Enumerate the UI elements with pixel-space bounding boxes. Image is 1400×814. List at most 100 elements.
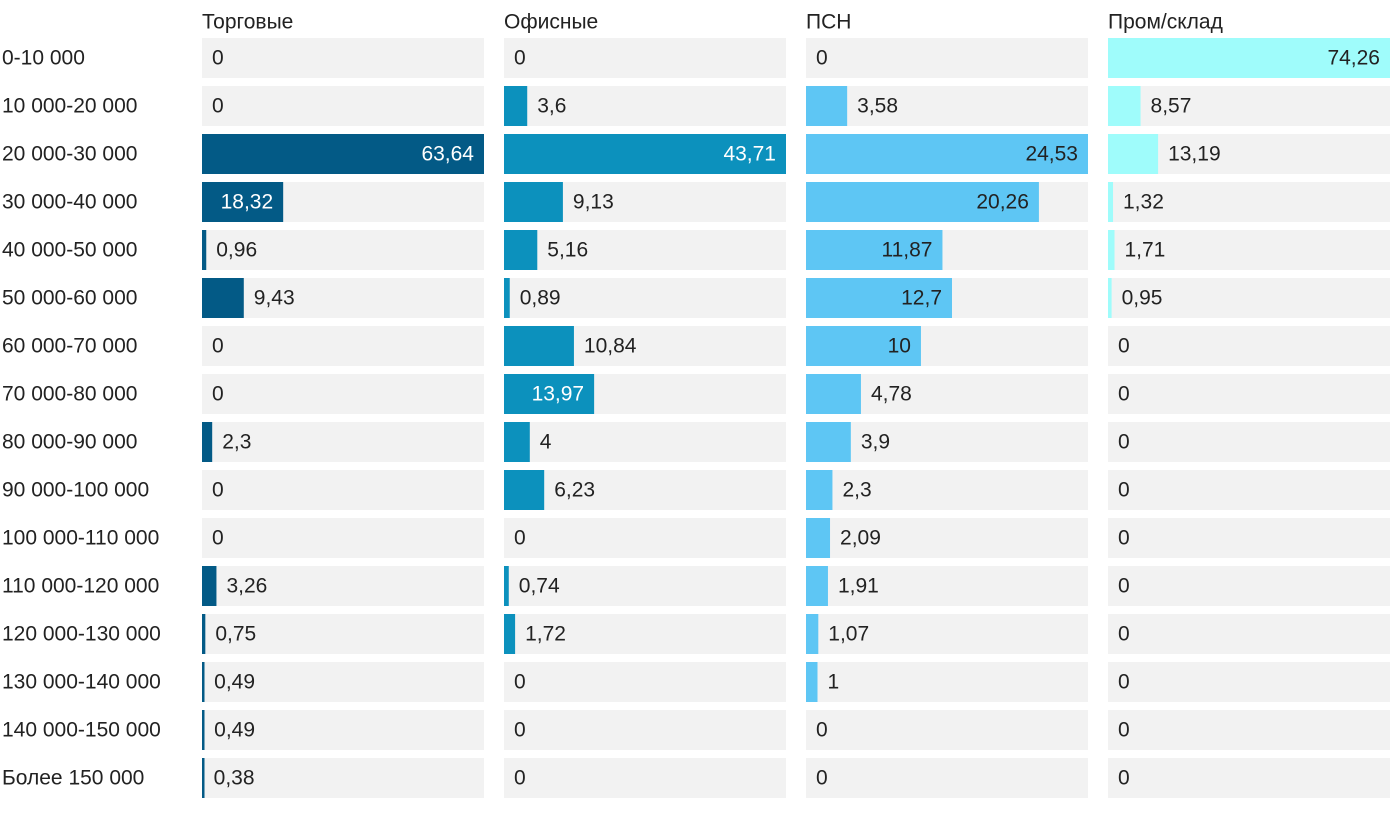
- bar-track: [202, 422, 484, 462]
- bar-track: [806, 38, 1088, 78]
- data-label: 0,96: [216, 239, 257, 262]
- bar-track: [202, 710, 484, 750]
- bar: [504, 278, 510, 318]
- data-label: 1,91: [838, 575, 879, 598]
- bar: [504, 182, 563, 222]
- bar-track: [1108, 662, 1390, 702]
- category-label: 60 000-70 000: [2, 335, 137, 358]
- bar-track: [504, 710, 786, 750]
- data-label: 0,49: [214, 671, 255, 694]
- bar-track: [202, 86, 484, 126]
- bar-track: [806, 566, 1088, 606]
- bar-track: [504, 614, 786, 654]
- data-label: 3,58: [857, 95, 898, 118]
- bar-track: [806, 86, 1088, 126]
- data-label: 1,72: [525, 623, 566, 646]
- bar: [202, 758, 205, 798]
- data-label: 0: [1118, 527, 1130, 550]
- bar-track: [504, 662, 786, 702]
- category-label: 50 000-60 000: [2, 287, 137, 310]
- bar: [806, 134, 1088, 174]
- bar: [806, 470, 833, 510]
- data-label: 0: [212, 335, 224, 358]
- data-label: 0: [816, 767, 828, 790]
- bar-track: [504, 470, 786, 510]
- data-label: 0: [514, 671, 526, 694]
- data-label: 43,71: [723, 143, 776, 166]
- category-label: 100 000-110 000: [2, 527, 159, 550]
- bar-track: [1108, 566, 1390, 606]
- bar: [202, 662, 205, 702]
- category-label: 70 000-80 000: [2, 383, 137, 406]
- bar-track: [504, 758, 786, 798]
- data-label: 4,78: [871, 383, 912, 406]
- bar: [202, 710, 205, 750]
- bar-track: [1108, 518, 1390, 558]
- data-label: 0: [1118, 623, 1130, 646]
- bar-track: [1108, 278, 1390, 318]
- data-label: 6,23: [554, 479, 595, 502]
- bar-track: [202, 374, 484, 414]
- data-label: 18,32: [221, 191, 274, 214]
- bar-track: [806, 614, 1088, 654]
- bar: [504, 86, 528, 126]
- data-label: 0,75: [215, 623, 256, 646]
- bar-track: [1108, 326, 1390, 366]
- bar: [504, 134, 786, 174]
- data-label: 0: [212, 47, 224, 70]
- bar: [1108, 134, 1159, 174]
- category-label: Более 150 000: [2, 767, 144, 790]
- bar-track: [1108, 758, 1390, 798]
- data-label: 0: [816, 719, 828, 742]
- series-header: Офисные: [504, 11, 598, 34]
- category-label: 110 000-120 000: [2, 575, 159, 598]
- category-label: 20 000-30 000: [2, 143, 137, 166]
- bar: [202, 278, 244, 318]
- bar: [202, 134, 484, 174]
- bar-track: [1108, 230, 1390, 270]
- data-label: 5,16: [547, 239, 588, 262]
- bar-track: [202, 566, 484, 606]
- bar-track: [1108, 710, 1390, 750]
- bar: [806, 326, 921, 366]
- data-label: 0: [1118, 767, 1130, 790]
- bar: [806, 86, 848, 126]
- data-label: 0: [212, 383, 224, 406]
- bar: [1108, 182, 1114, 222]
- bar: [202, 182, 284, 222]
- bar: [202, 566, 217, 606]
- data-label: 0: [1118, 575, 1130, 598]
- data-label: 0,38: [214, 767, 255, 790]
- bar: [1108, 278, 1112, 318]
- data-label: 1,07: [828, 623, 869, 646]
- data-label: 63,64: [421, 143, 474, 166]
- data-label: 0: [212, 527, 224, 550]
- data-label: 8,57: [1151, 95, 1192, 118]
- bar: [806, 422, 851, 462]
- data-label: 12,7: [901, 287, 942, 310]
- bar: [504, 326, 574, 366]
- bar: [806, 614, 819, 654]
- series-header: ПСН: [806, 11, 851, 34]
- bar: [1108, 230, 1115, 270]
- series-header: Пром/склад: [1108, 11, 1223, 34]
- data-label: 9,13: [573, 191, 614, 214]
- bar: [504, 422, 530, 462]
- data-label: 1,32: [1123, 191, 1164, 214]
- bar: [504, 614, 516, 654]
- bar-track: [806, 518, 1088, 558]
- data-label: 2,3: [842, 479, 871, 502]
- bar-track: [504, 566, 786, 606]
- bar: [202, 422, 213, 462]
- bar-track: [806, 470, 1088, 510]
- category-label: 80 000-90 000: [2, 431, 137, 454]
- bar-track: [202, 470, 484, 510]
- category-label: 120 000-130 000: [2, 623, 161, 646]
- data-label: 13,19: [1168, 143, 1221, 166]
- data-label: 2,09: [840, 527, 881, 550]
- bar-track: [806, 422, 1088, 462]
- bar: [202, 230, 207, 270]
- bar-track: [202, 230, 484, 270]
- bar-track: [202, 758, 484, 798]
